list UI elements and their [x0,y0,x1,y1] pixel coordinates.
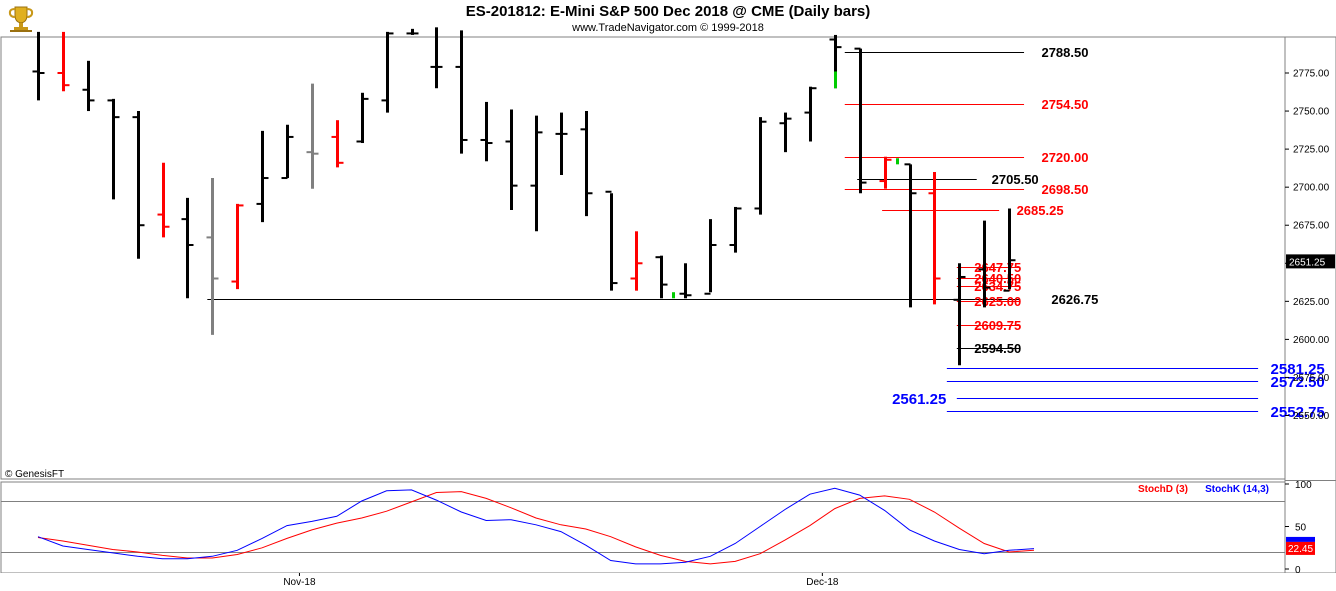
price-tick-label: 2750.00 [1293,107,1330,118]
ohlc-bar[interactable] [231,203,244,290]
last-price-label: 2651.25 [1289,257,1326,268]
ohlc-bar[interactable] [779,112,792,153]
level-label: 2685.25 [1017,203,1064,218]
ohlc-bar[interactable] [555,112,568,175]
ohlc-bar[interactable] [1003,208,1016,292]
stochd-value-box [1286,541,1315,555]
ohlc-bar[interactable] [57,31,70,92]
legend-stochk: StochK (14,3) [1205,484,1269,495]
ohlc-bar[interactable] [480,101,493,162]
ohlc-bar[interactable] [605,190,618,291]
ohlc-bar[interactable] [281,124,294,180]
ohlc-bar[interactable] [928,171,941,305]
ohlc-bar[interactable] [32,31,45,101]
ohlc-bar[interactable] [206,178,219,335]
ohlc-bar[interactable] [580,111,593,217]
price-axis: 2550.002575.002600.002625.002650.002675.… [1285,69,1335,422]
level-label: 2698.50 [1041,182,1088,197]
level-label: 2634.75 [974,279,1021,294]
ohlc-bar[interactable] [530,115,543,232]
ohlc-bar[interactable] [406,28,419,35]
level-label: 2720.00 [1041,150,1088,165]
stochastic-tick-label: 0 [1295,565,1301,576]
ohlc-bar[interactable] [630,231,643,291]
ohlc-bar[interactable] [430,27,443,89]
ohlc-bar[interactable] [331,120,344,168]
level-label: 2561.25 [892,391,946,408]
chart-subtitle: www.TradeNavigator.com © 1999-2018 [572,22,764,34]
price-tick-label: 2625.00 [1293,297,1330,308]
ohlc-bar[interactable] [455,30,468,154]
ohlc-bar[interactable] [505,109,518,210]
ohlc-bar[interactable] [181,197,194,299]
ohlc-bar[interactable] [904,163,917,308]
level-label: 2581.25 [1271,361,1325,378]
ohlc-bar[interactable] [655,255,668,299]
price-plot-area [0,36,1286,480]
legend-stochd: StochD (3) [1138,484,1188,495]
level-label: 2552.75 [1271,404,1325,421]
level-label: 2572.50 [1271,374,1325,391]
stochastic-panel[interactable]: StochD (3) StochK (14,3) [0,481,1286,574]
date-tick-label: Dec-18 [806,577,839,588]
price-tick-label: 2575.00 [1293,373,1330,384]
ohlc-bar[interactable] [879,156,892,189]
level-label: 2754.50 [1041,97,1088,112]
ohlc-bar[interactable] [306,83,319,189]
ohlc-bar[interactable] [854,47,867,194]
ohlc-bar[interactable] [679,263,692,299]
price-tick-label: 2550.00 [1293,411,1330,422]
price-tick-label: 2725.00 [1293,145,1330,156]
chart-title: ES-201812: E-Mini S&P 500 Dec 2018 @ CME… [465,3,871,20]
level-label: 2609.75 [974,318,1021,333]
level-label: 2625.00 [974,294,1021,309]
date-tick-label: Nov-18 [283,577,316,588]
price-tick-label: 2675.00 [1293,221,1330,232]
stochastic-axis: 100 50 0 22.45 [1285,480,1336,576]
level-label: 2594.50 [974,341,1021,356]
ohlc-bar[interactable] [978,220,991,308]
stochastic-plot-area [0,481,1286,574]
ohlc-bar[interactable] [356,92,369,144]
ohlc-bar[interactable] [132,111,145,259]
stochd-value-label: 22.45 [1288,544,1313,555]
trophy-logo-icon [6,3,36,33]
stochastic-tick-label: 100 [1295,480,1312,491]
ohlc-bar[interactable] [729,206,742,253]
chart-header: ES-201812: E-Mini S&P 500 Dec 2018 @ CME… [0,0,1336,37]
ohlc-bar[interactable] [82,60,95,112]
ohlc-bar[interactable] [804,86,817,142]
ohlc-bar[interactable] [256,130,269,223]
price-panel-frame [0,36,1336,574]
genesis-credit: © GenesisFT [5,469,64,480]
ohlc-bar[interactable] [953,263,966,366]
last-price-box [1286,254,1335,269]
ohlc-bars[interactable] [32,27,1016,366]
level-label: 2705.50 [992,172,1039,187]
ohlc-bar[interactable] [107,98,120,200]
date-axis-strip [0,573,1336,591]
price-tick-label: 2600.00 [1293,335,1330,346]
ohlc-bar[interactable] [754,117,767,215]
ohlc-bar[interactable] [157,162,170,238]
stochk-marker [1286,536,1315,542]
level-label: 2626.75 [1051,292,1098,307]
level-label: 2788.50 [1041,45,1088,60]
ohlc-bar[interactable] [704,219,717,295]
stochastic-tick-label: 50 [1295,523,1307,534]
price-tick-label: 2700.00 [1293,183,1330,194]
date-axis: Nov-18 Dec-18 [0,573,1336,591]
ohlc-bar[interactable] [381,31,394,113]
price-tick-label: 2775.00 [1293,69,1330,80]
stochastic-series-line [37,487,1035,565]
stochastic-series-line [37,491,1035,565]
